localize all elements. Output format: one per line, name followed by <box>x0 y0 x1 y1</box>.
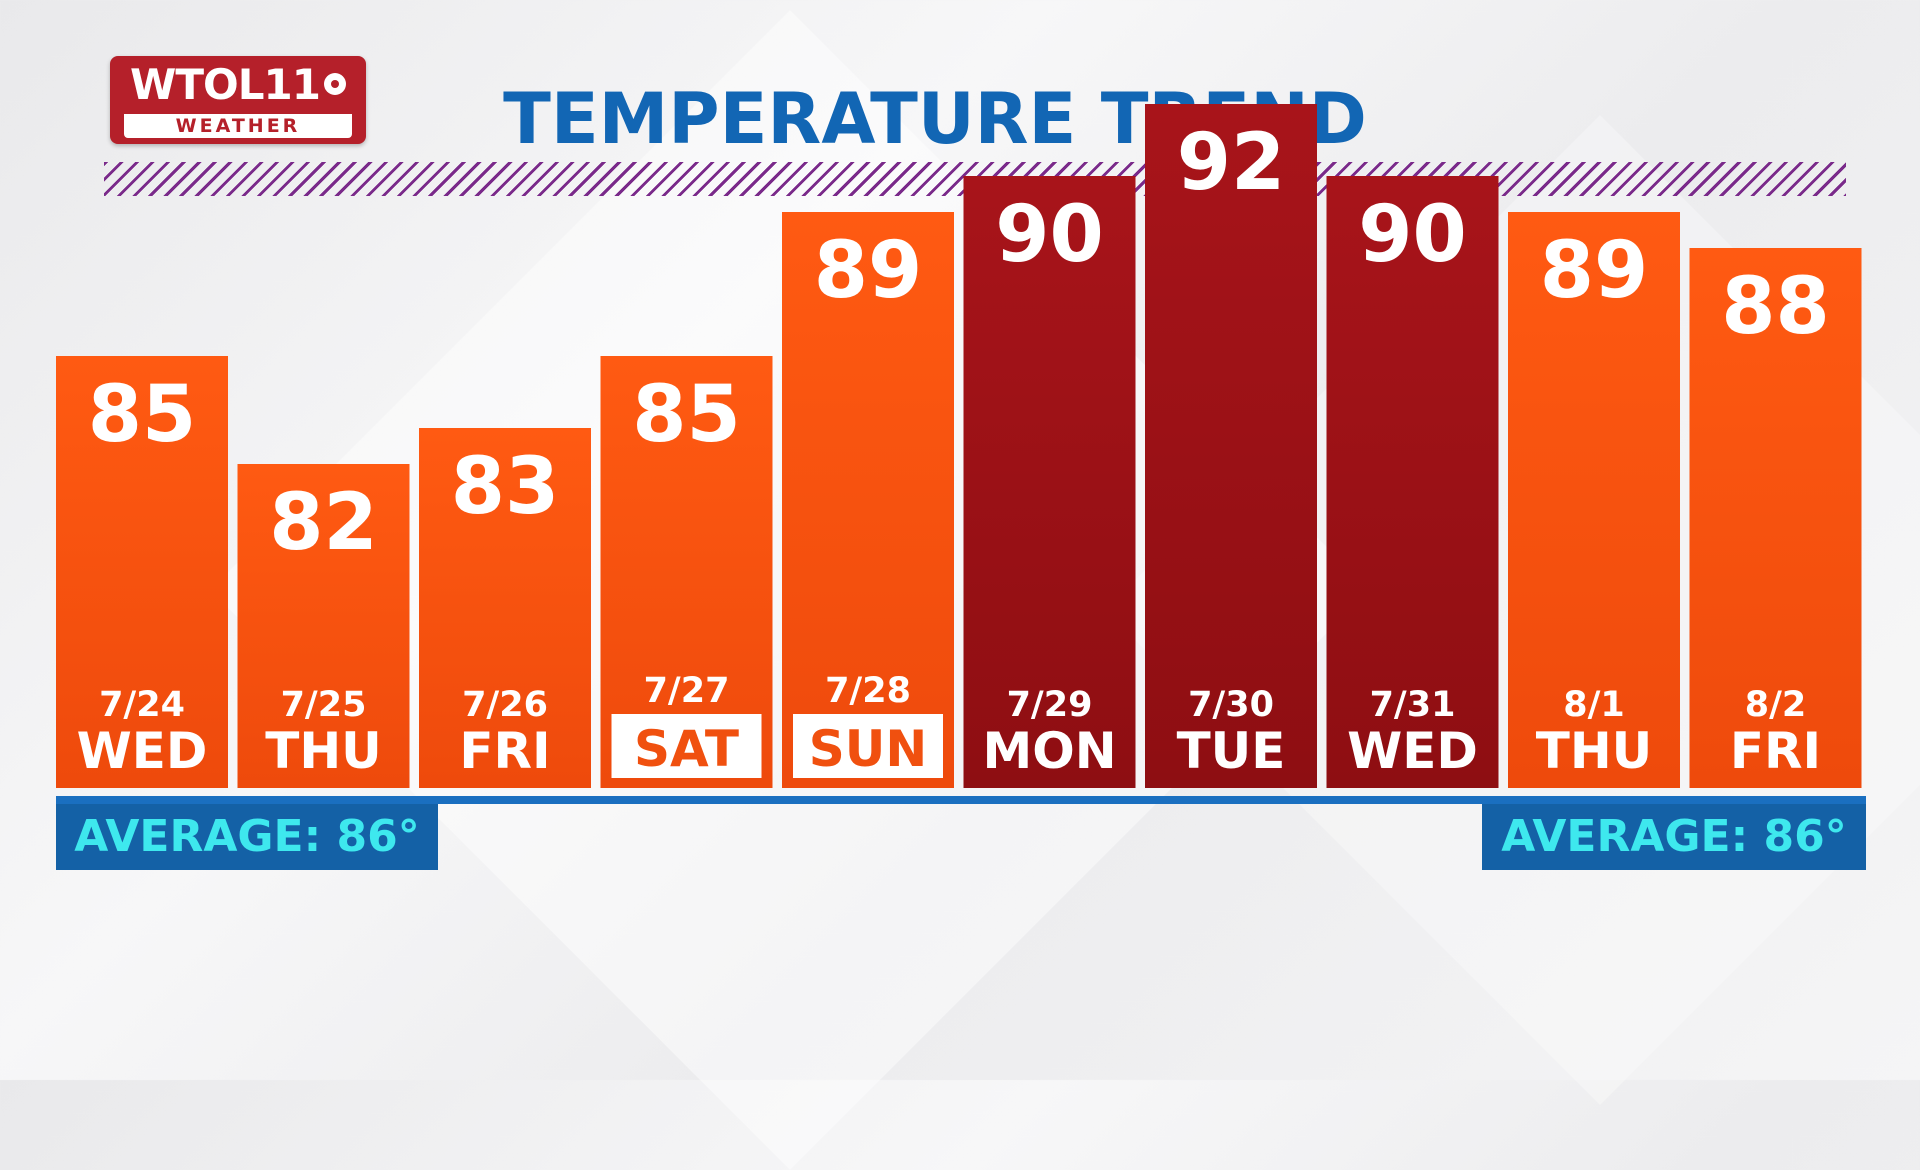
temperature-bar <box>1508 212 1680 788</box>
temperature-bar <box>237 464 410 788</box>
day-label: MON <box>982 722 1116 780</box>
day-label: WED <box>77 722 208 780</box>
cbs-eye-icon <box>323 73 346 95</box>
weekend-day-highlight <box>611 714 762 778</box>
weekend-day-highlight <box>793 714 943 778</box>
day-label: WED <box>1347 722 1478 780</box>
day-label: TUE <box>1177 722 1286 780</box>
day-label: THU <box>1536 722 1653 780</box>
day-label: THU <box>265 722 382 780</box>
bar-value-label: 85 <box>632 370 741 460</box>
bar-value-label: 89 <box>814 226 923 316</box>
bar-value-label: 88 <box>1721 262 1830 352</box>
bar-value-label: 92 <box>1177 118 1286 208</box>
bar-value-label: 90 <box>1358 190 1467 280</box>
temperature-bar <box>419 428 591 788</box>
date-label: 8/2 <box>1745 685 1807 725</box>
temperature-bar <box>963 176 1136 788</box>
bar-value-label: 85 <box>88 370 197 460</box>
bar-value-label: 83 <box>451 442 560 532</box>
date-label: 7/25 <box>281 685 367 725</box>
temperature-bar <box>1326 176 1499 788</box>
day-label: SAT <box>634 720 739 778</box>
date-label: 7/31 <box>1370 685 1456 725</box>
date-label: 8/1 <box>1563 685 1625 725</box>
date-label: 7/30 <box>1188 685 1274 725</box>
average-label-left: AVERAGE: 86° <box>56 804 438 870</box>
average-reference-line <box>56 796 1866 804</box>
logo-brand: WTOL11 <box>110 60 366 109</box>
date-label: 7/26 <box>462 685 548 725</box>
day-label: SUN <box>809 720 927 778</box>
bar-value-label: 82 <box>269 478 378 568</box>
temperature-bar <box>1145 104 1317 788</box>
day-label: FRI <box>1730 722 1821 780</box>
station-logo: WTOL11 WEATHER <box>110 56 366 144</box>
date-label: 7/29 <box>1007 685 1093 725</box>
date-label: 7/27 <box>644 671 730 711</box>
average-label-right: AVERAGE: 86° <box>1482 804 1866 870</box>
date-label: 7/24 <box>99 685 185 725</box>
temperature-bar <box>1689 248 1862 788</box>
logo-subtitle: WEATHER <box>124 114 352 138</box>
bar-chart: 857/24WED827/25THU837/26FRI857/27SAT897/… <box>56 104 1866 804</box>
date-label: 7/28 <box>825 671 911 711</box>
bar-value-label: 89 <box>1540 226 1649 316</box>
temperature-bar <box>782 212 954 788</box>
temperature-bar <box>56 356 228 788</box>
bar-value-label: 90 <box>995 190 1104 280</box>
day-label: FRI <box>459 722 550 780</box>
